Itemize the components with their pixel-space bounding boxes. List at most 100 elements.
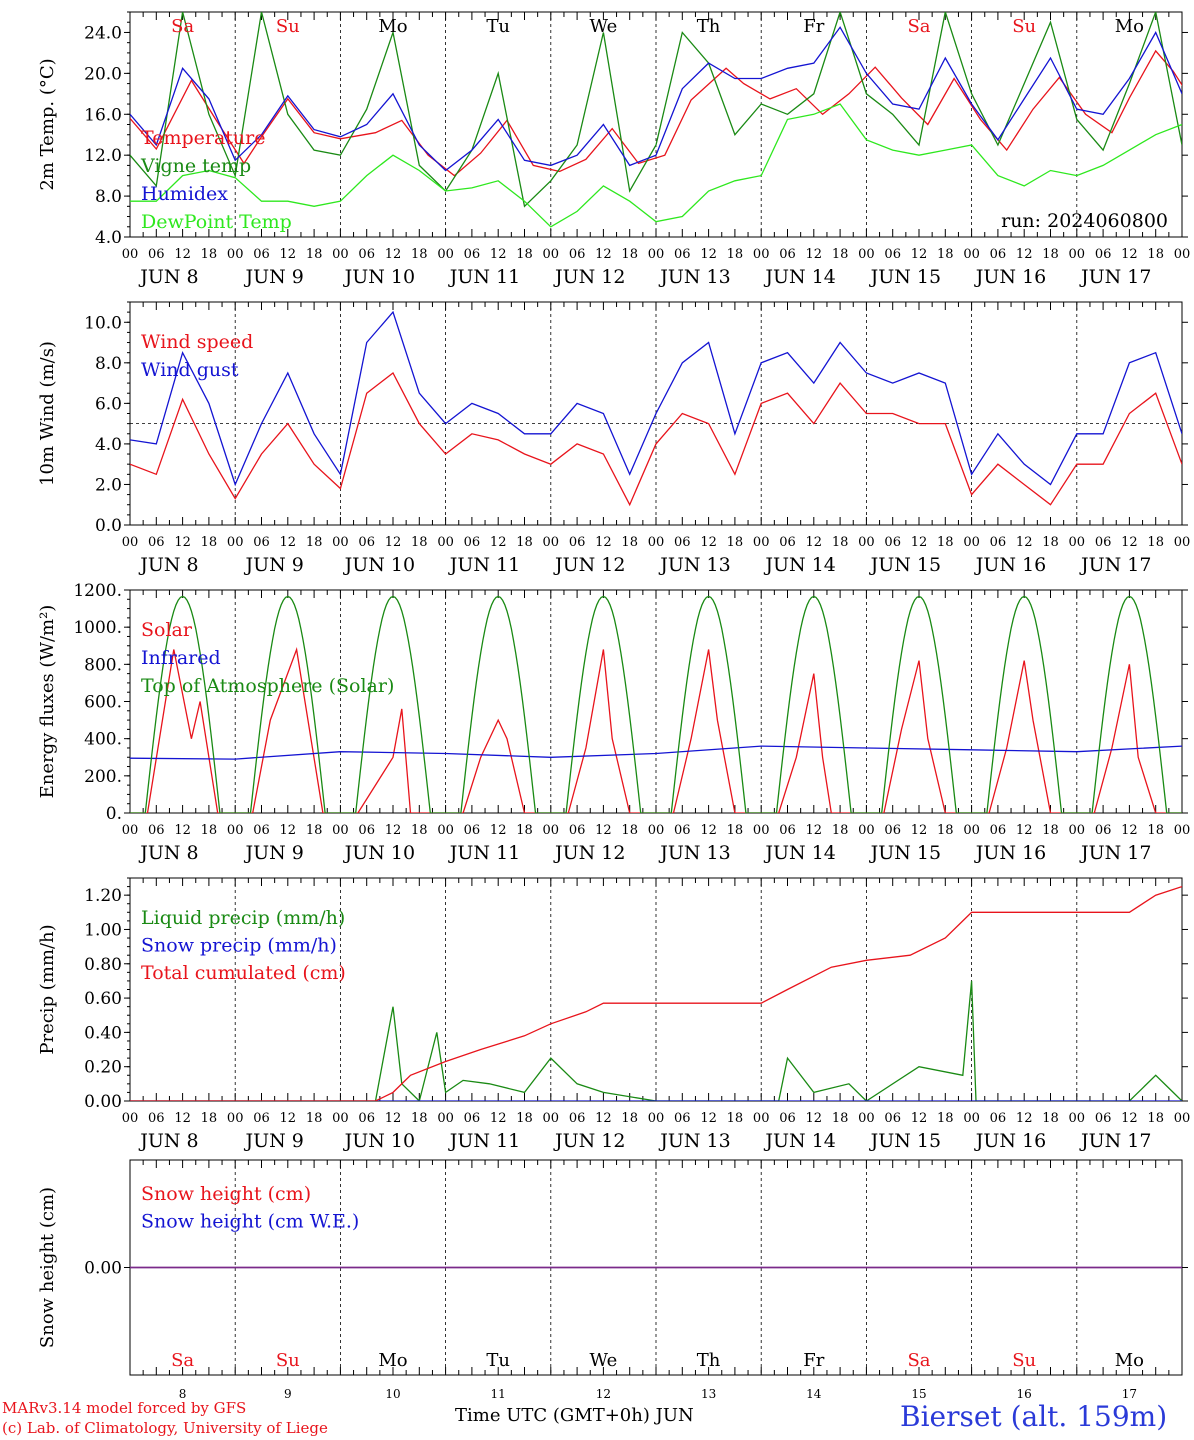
y-tick-label: 8.0: [95, 354, 122, 374]
series-line-dewpoint-temp: [130, 103, 1182, 228]
hour-tick-label: 18: [411, 823, 428, 838]
hour-tick-label: 06: [148, 1111, 165, 1126]
hour-tick-label: 00: [437, 247, 454, 262]
hour-tick-label: 12: [911, 1111, 928, 1126]
day-number-label: 14: [806, 1387, 822, 1401]
hour-tick-label: 06: [148, 823, 165, 838]
hour-tick-label: 18: [937, 247, 954, 262]
y-axis-label: Energy fluxes (W/m²): [37, 605, 58, 799]
hour-tick-label: 18: [621, 247, 638, 262]
date-label: JUN 9: [243, 554, 303, 576]
hour-tick-label: 00: [122, 1111, 139, 1126]
weekday-label: Mo: [378, 1350, 407, 1371]
hour-tick-label: 06: [990, 1111, 1007, 1126]
hour-tick-label: 18: [201, 823, 218, 838]
date-label: JUN 8: [138, 554, 198, 576]
legend-entry: Wind gust: [141, 359, 239, 381]
hour-tick-label: 12: [806, 823, 823, 838]
date-label: JUN 15: [869, 1130, 941, 1152]
hour-tick-label: 18: [1042, 247, 1059, 262]
hour-tick-label: 06: [253, 823, 270, 838]
hour-tick-label: 12: [1016, 247, 1033, 262]
y-tick-label: 0.0: [95, 516, 122, 536]
date-label: JUN 16: [974, 554, 1046, 576]
hour-tick-label: 06: [674, 535, 691, 550]
hour-tick-label: 00: [963, 823, 980, 838]
hour-tick-label: 00: [122, 535, 139, 550]
hour-tick-label: 06: [1095, 535, 1112, 550]
date-label: JUN 17: [1079, 1130, 1151, 1152]
hour-tick-label: 06: [464, 247, 481, 262]
hour-tick-label: 12: [911, 535, 928, 550]
date-label: JUN 12: [553, 842, 625, 864]
hour-tick-label: 00: [122, 247, 139, 262]
y-tick-label: 600.: [84, 693, 122, 713]
date-label: JUN 12: [553, 554, 625, 576]
y-tick-label: 800.: [84, 655, 122, 675]
hour-tick-label: 12: [385, 823, 402, 838]
hour-tick-label: 06: [358, 247, 375, 262]
date-label: JUN 9: [243, 1130, 303, 1152]
hour-tick-label: 06: [990, 247, 1007, 262]
date-label: JUN 14: [763, 554, 835, 576]
series-line-vigne-temp: [130, 12, 1182, 208]
weekday-label: Sa: [907, 16, 930, 37]
hour-tick-label: 12: [1016, 535, 1033, 550]
day-number-label: 16: [1017, 1387, 1032, 1401]
series-line-liquid-precip-mm-h-: [130, 980, 1182, 1101]
date-label: JUN 15: [869, 554, 941, 576]
hour-tick-label: 06: [569, 535, 586, 550]
hour-tick-label: 18: [937, 823, 954, 838]
date-label: JUN 9: [243, 842, 303, 864]
y-tick-label: 1200.: [73, 581, 122, 601]
hour-tick-label: 18: [832, 823, 849, 838]
hour-tick-label: 06: [884, 247, 901, 262]
hour-tick-label: 18: [411, 535, 428, 550]
weekday-label: Su: [276, 16, 300, 37]
hour-tick-label: 18: [516, 247, 533, 262]
hour-tick-label: 06: [674, 247, 691, 262]
y-tick-label: 24.0: [84, 23, 122, 43]
weekday-label: Fr: [803, 16, 824, 37]
day-number-label: 11: [491, 1387, 506, 1401]
hour-tick-label: 06: [253, 1111, 270, 1126]
hour-tick-label: 12: [911, 247, 928, 262]
series-line-solar: [130, 646, 1182, 813]
weekday-label: Th: [697, 16, 721, 37]
hour-tick-label: 18: [832, 247, 849, 262]
hour-tick-label: 00: [543, 823, 560, 838]
y-axis-label: Precip (mm/h): [37, 924, 58, 1054]
hour-tick-label: 00: [753, 535, 770, 550]
legend-entry: Liquid precip (mm/h): [141, 907, 345, 929]
hour-tick-label: 18: [516, 1111, 533, 1126]
x-axis-title: Time UTC (GMT+0h) JUN: [455, 1405, 694, 1426]
hour-tick-label: 18: [516, 535, 533, 550]
hour-tick-label: 06: [569, 1111, 586, 1126]
model-line: MARv3.14 model forced by GFS: [2, 1399, 247, 1417]
hour-tick-label: 06: [779, 247, 796, 262]
date-label: JUN 16: [974, 1130, 1046, 1152]
weekday-label: We: [590, 1350, 618, 1371]
hour-tick-label: 18: [1042, 1111, 1059, 1126]
date-label: JUN 8: [138, 266, 198, 288]
hour-tick-label: 00: [227, 1111, 244, 1126]
hour-tick-label: 18: [832, 1111, 849, 1126]
y-tick-label: 4.0: [95, 228, 122, 248]
date-label: JUN 8: [138, 842, 198, 864]
hour-tick-label: 12: [595, 535, 612, 550]
y-tick-label: 1.20: [84, 886, 122, 906]
hour-tick-label: 18: [937, 535, 954, 550]
hour-tick-label: 12: [174, 247, 191, 262]
hour-tick-label: 12: [385, 247, 402, 262]
hour-tick-label: 00: [858, 1111, 875, 1126]
date-label: JUN 10: [343, 842, 415, 864]
date-label: JUN 11: [448, 266, 520, 288]
hour-tick-label: 12: [700, 535, 717, 550]
date-label: JUN 14: [763, 842, 835, 864]
legend-entry: Total cumulated (cm): [141, 962, 346, 984]
hour-tick-label: 18: [306, 247, 323, 262]
hour-tick-label: 06: [1095, 823, 1112, 838]
hour-tick-label: 18: [937, 1111, 954, 1126]
day-number-label: 10: [385, 1387, 400, 1401]
y-tick-label: 400.: [84, 730, 122, 750]
